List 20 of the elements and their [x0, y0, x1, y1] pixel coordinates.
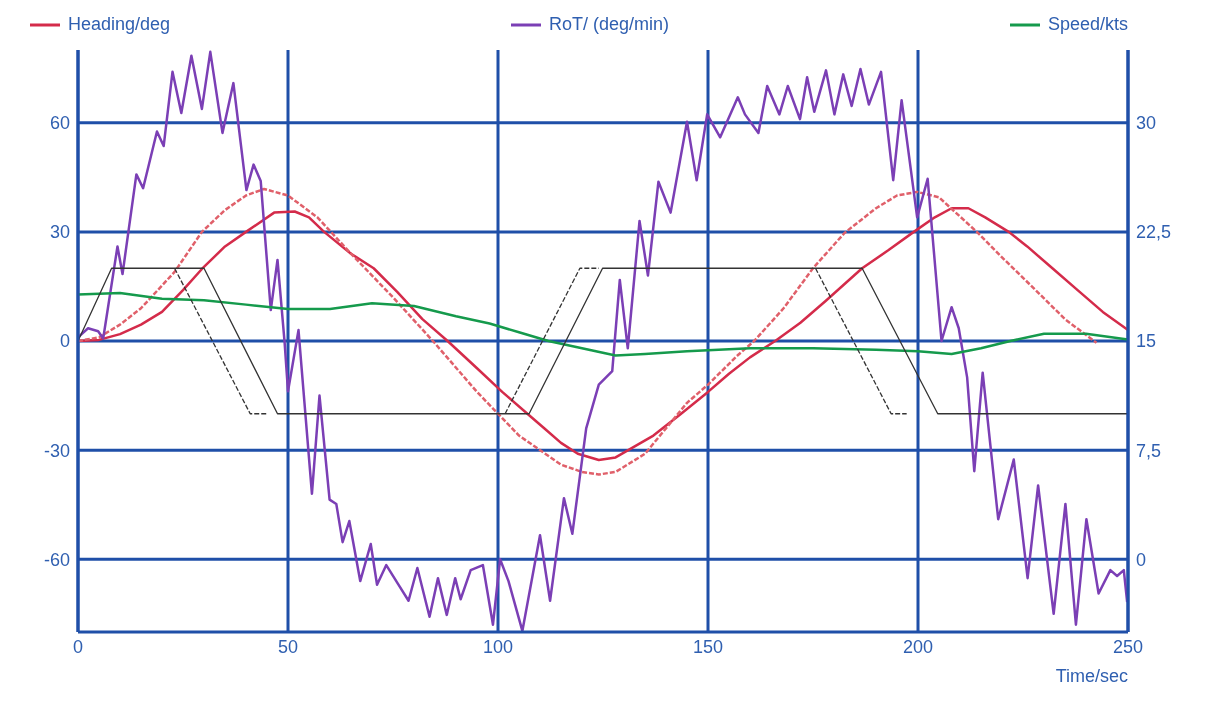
y2-tick-label: 30	[1136, 113, 1157, 134]
x-tick-label: 50	[277, 636, 299, 657]
x-axis-title: Time/sec	[1055, 666, 1128, 686]
y-tick-label: -60	[43, 549, 70, 570]
legend-label: RoT/ (deg/min)	[548, 14, 670, 35]
y2-tick-label: 22,5	[1136, 222, 1172, 243]
x-tick-label: 0	[72, 636, 84, 657]
y-tick-label: 60	[49, 113, 70, 134]
legend-label: Heading/deg	[68, 14, 171, 35]
x-tick-label: 150	[692, 636, 724, 657]
y2-tick-label: 7,5	[1136, 440, 1162, 461]
y-tick-label: -30	[43, 440, 70, 461]
y-tick-label: 30	[49, 222, 70, 243]
x-tick-label: 100	[482, 636, 514, 657]
y2-tick-label: 15	[1136, 331, 1157, 352]
x-tick-label: 200	[902, 636, 934, 657]
x-tick-label: 250	[1112, 636, 1144, 657]
y-tick-label: 0	[59, 331, 70, 352]
y2-tick-label: 0	[1136, 549, 1147, 570]
legend-label: Speed/kts	[1047, 14, 1128, 35]
